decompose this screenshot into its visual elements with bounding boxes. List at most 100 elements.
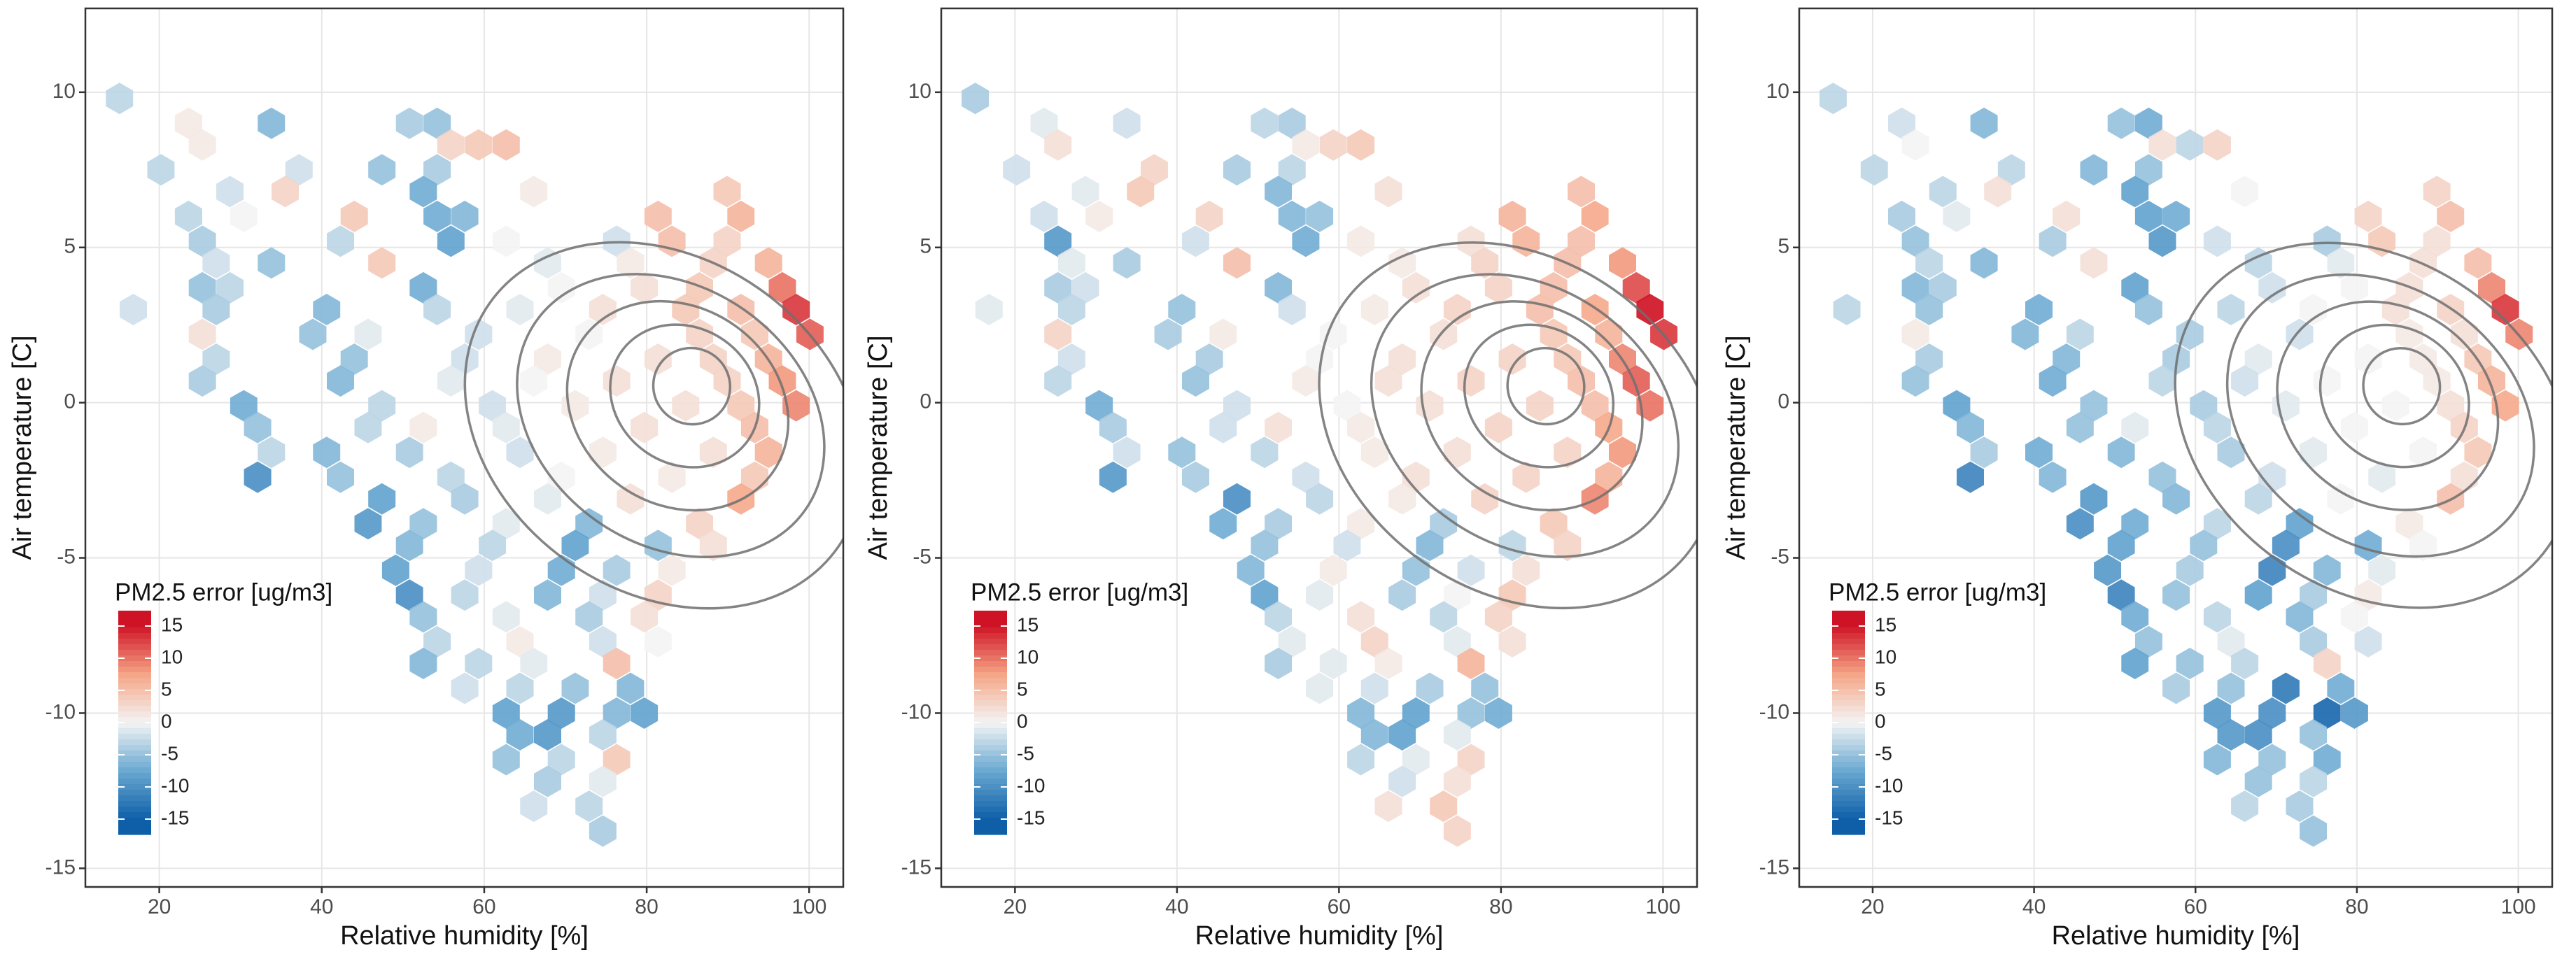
hexbin [1306, 672, 1334, 704]
hexbin [230, 200, 258, 232]
hexbin [272, 176, 299, 208]
hexbin [1195, 343, 1223, 375]
hexbin [409, 176, 437, 208]
hexbin [1292, 129, 1320, 161]
hexbin [1347, 697, 1375, 729]
density-contour [1420, 300, 1644, 512]
colorbar-slice [974, 829, 1007, 835]
hexbin [1044, 129, 1072, 161]
hexbin [1265, 271, 1292, 304]
hexbin [465, 129, 493, 161]
hexbin [1901, 318, 1929, 350]
colorbar-slice [118, 711, 151, 718]
hexbin [1388, 579, 1416, 611]
hexbin [2203, 411, 2231, 443]
hexbin [1901, 129, 1929, 161]
hexbin [437, 461, 465, 493]
hexbin [479, 530, 506, 562]
hexbin [1044, 365, 1072, 397]
hexbin [1374, 648, 1402, 679]
hexbin [188, 318, 216, 350]
hexbin [1223, 390, 1251, 422]
hexbin [2300, 719, 2328, 751]
legend-title: PM2.5 error [ug/m3] [115, 578, 332, 606]
colorbar-slice [974, 627, 1007, 634]
hexbin [1388, 483, 1416, 515]
hexbin [1402, 271, 1430, 304]
hexbin [2286, 790, 2314, 823]
panel-border [1798, 7, 2554, 888]
density-contour [565, 299, 790, 512]
hexbin [174, 200, 202, 232]
hexbin [1457, 697, 1485, 729]
hexbin [1512, 461, 1540, 493]
colorbar-slice [1832, 807, 1865, 813]
hexbin [631, 697, 659, 729]
y-tick-label: -15 [1759, 855, 1789, 879]
y-tick-label: -10 [1759, 700, 1789, 723]
hexbin [2148, 129, 2176, 161]
density-contour [463, 241, 843, 610]
y-tick-label: 0 [920, 390, 931, 413]
hexbin [1512, 554, 1540, 586]
hexbin [409, 271, 437, 304]
hexbin [603, 554, 631, 586]
hexbin [2121, 176, 2149, 208]
colorbar-slice [1832, 717, 1865, 723]
hexbin [2134, 294, 2162, 325]
colorbar-slice [1832, 695, 1865, 701]
hexbin [506, 719, 534, 751]
hexbin [1609, 247, 1636, 279]
hexbin [1278, 200, 1306, 232]
colorbar-slice [118, 734, 151, 740]
colorbar-slice [1832, 667, 1865, 673]
hexbin [1003, 154, 1031, 186]
colorbar-slice [1832, 689, 1865, 695]
colorbar-slice [1832, 728, 1865, 734]
hexbin [1360, 719, 1388, 751]
colorbar-slice [1832, 784, 1865, 790]
colorbar-slice [974, 650, 1007, 656]
hexbin [1347, 225, 1375, 257]
hexbin [174, 107, 202, 139]
x-tick-label: 20 [1861, 895, 1884, 918]
hexbin [2368, 554, 2396, 586]
legend-tick-label: 15 [1875, 613, 1896, 635]
hexbin [437, 225, 465, 257]
y-axis-title: Air temperature [C] [1722, 336, 1751, 560]
hexbin [2162, 672, 2190, 704]
panel-border [84, 7, 845, 888]
hexbin [1443, 765, 1471, 797]
hexbin [1319, 129, 1347, 161]
hexbin [1443, 294, 1471, 325]
x-tick-label: 60 [2184, 895, 2207, 918]
hexbin [1860, 154, 1888, 186]
hexbin [575, 318, 603, 350]
hexbin [1484, 271, 1512, 304]
hexbin [699, 436, 727, 469]
hexbin [1388, 343, 1416, 375]
hexbin [782, 390, 810, 422]
hexbin [1265, 411, 1292, 443]
hexbin [492, 697, 520, 729]
hexbin [2121, 648, 2149, 679]
y-tick-label: -10 [45, 700, 76, 723]
hexbin [120, 294, 147, 325]
hexbin [2300, 765, 2328, 797]
colorbar-slice [1832, 627, 1865, 634]
hexbin [2176, 648, 2204, 679]
hexbin [368, 247, 396, 279]
hexbin [340, 343, 368, 375]
hexbin [409, 411, 437, 443]
colorbar-slice [118, 667, 151, 673]
hexbin [409, 508, 437, 540]
density-contour [2225, 273, 2535, 558]
legend-tick-label: 5 [161, 678, 172, 699]
hexbin [2080, 247, 2108, 279]
colorbar-slice [974, 784, 1007, 790]
hexbin [1347, 411, 1375, 443]
hexbin [1512, 225, 1540, 257]
hexbin [1057, 343, 1085, 375]
colorbar-slice [1832, 823, 1865, 830]
hexbin [1957, 411, 1984, 443]
